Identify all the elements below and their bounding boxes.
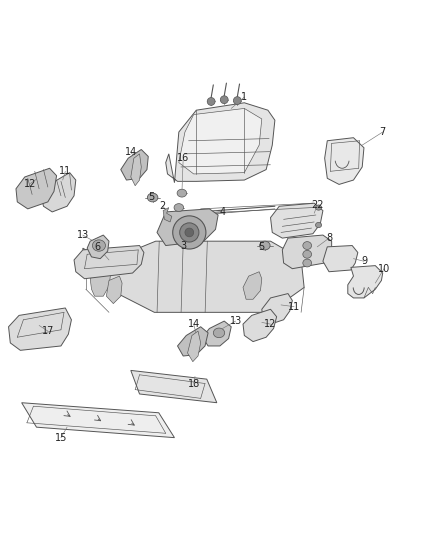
Polygon shape xyxy=(131,370,217,403)
Text: 7: 7 xyxy=(380,127,386,137)
Text: 15: 15 xyxy=(55,433,67,442)
Text: 5: 5 xyxy=(259,242,265,252)
Polygon shape xyxy=(179,108,262,174)
Polygon shape xyxy=(177,327,208,356)
Polygon shape xyxy=(106,276,122,304)
Text: 14: 14 xyxy=(125,147,137,157)
Text: 8: 8 xyxy=(326,233,332,243)
Polygon shape xyxy=(87,235,109,259)
Text: 11: 11 xyxy=(59,166,71,176)
Polygon shape xyxy=(121,149,148,180)
Text: 2: 2 xyxy=(159,201,166,211)
Text: 12: 12 xyxy=(24,179,36,189)
Text: 12: 12 xyxy=(264,319,277,329)
Ellipse shape xyxy=(220,96,228,103)
Text: 16: 16 xyxy=(177,153,189,163)
Ellipse shape xyxy=(92,240,106,251)
Polygon shape xyxy=(348,265,383,298)
Ellipse shape xyxy=(213,328,225,338)
Ellipse shape xyxy=(303,259,311,267)
Ellipse shape xyxy=(185,228,194,237)
Ellipse shape xyxy=(260,241,270,250)
Text: 9: 9 xyxy=(361,256,367,266)
Polygon shape xyxy=(163,207,172,222)
Polygon shape xyxy=(325,138,364,184)
Ellipse shape xyxy=(177,189,187,197)
Polygon shape xyxy=(283,235,332,269)
Ellipse shape xyxy=(180,223,199,242)
Text: 13: 13 xyxy=(230,316,242,326)
Polygon shape xyxy=(131,154,141,185)
Text: 11: 11 xyxy=(288,302,300,312)
Polygon shape xyxy=(16,168,57,209)
Ellipse shape xyxy=(173,216,206,249)
Polygon shape xyxy=(243,272,262,299)
Ellipse shape xyxy=(207,98,215,106)
Polygon shape xyxy=(243,309,277,342)
Polygon shape xyxy=(202,321,231,346)
Polygon shape xyxy=(41,173,76,212)
Ellipse shape xyxy=(315,222,321,228)
Text: 18: 18 xyxy=(187,378,200,389)
Text: 14: 14 xyxy=(187,319,200,329)
Polygon shape xyxy=(157,209,218,246)
Ellipse shape xyxy=(233,96,241,104)
Text: 3: 3 xyxy=(180,240,186,251)
Ellipse shape xyxy=(303,241,311,249)
Polygon shape xyxy=(262,294,292,324)
Polygon shape xyxy=(21,403,174,438)
Text: 6: 6 xyxy=(95,242,101,252)
Ellipse shape xyxy=(315,205,321,210)
Ellipse shape xyxy=(148,193,158,202)
Polygon shape xyxy=(74,246,144,279)
Polygon shape xyxy=(90,268,111,296)
Polygon shape xyxy=(323,246,358,272)
Polygon shape xyxy=(187,331,201,362)
Text: 13: 13 xyxy=(77,230,89,240)
Text: 4: 4 xyxy=(219,207,226,217)
Polygon shape xyxy=(166,103,275,183)
Text: 10: 10 xyxy=(378,264,390,273)
Ellipse shape xyxy=(303,251,311,258)
Polygon shape xyxy=(9,308,71,350)
Polygon shape xyxy=(271,203,323,238)
Text: 1: 1 xyxy=(241,92,247,102)
Ellipse shape xyxy=(174,204,184,212)
Polygon shape xyxy=(83,241,304,312)
Text: 22: 22 xyxy=(311,200,324,211)
Text: 17: 17 xyxy=(42,326,54,336)
Text: 5: 5 xyxy=(148,192,155,201)
